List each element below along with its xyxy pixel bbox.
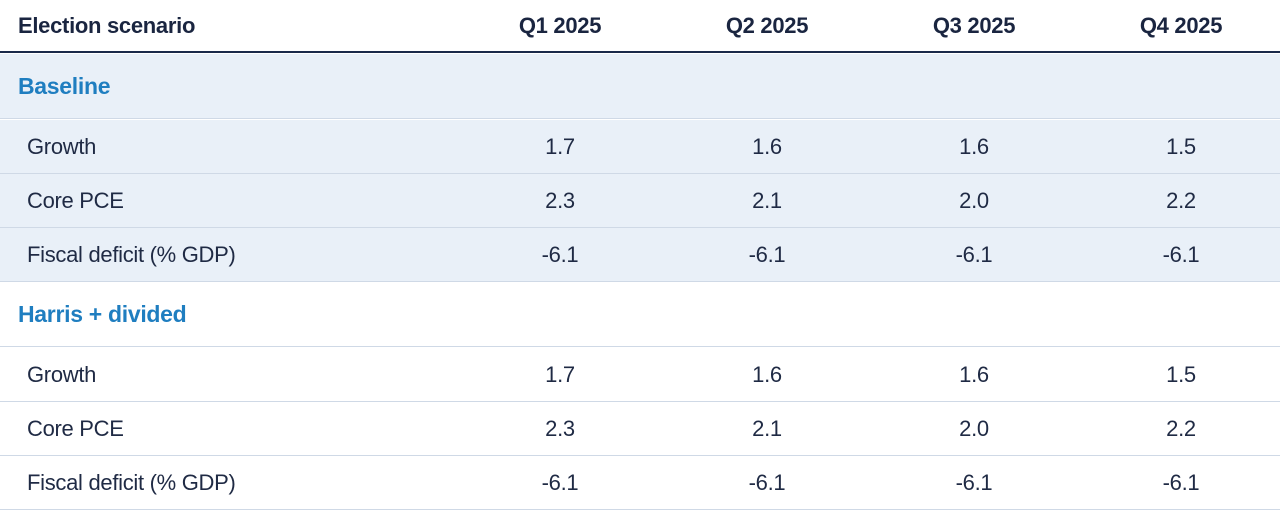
table-cell: 1.7 [545, 361, 575, 387]
table-row: Core PCE 2.3 2.1 2.0 2.2 [0, 174, 1280, 228]
table-row: Growth 1.7 1.6 1.6 1.5 [0, 348, 1280, 402]
table-cell: -6.1 [955, 469, 993, 495]
table-cell: -6.1 [748, 241, 786, 267]
table-cell: 1.5 [1166, 133, 1196, 159]
table-cell: 2.1 [752, 187, 782, 213]
header-q1-2025: Q1 2025 [518, 12, 602, 38]
table-row: Core PCE 2.3 2.1 2.0 2.2 [0, 402, 1280, 456]
table-cell: 2.2 [1166, 415, 1196, 441]
table-row: Growth 1.7 1.6 1.6 1.5 [0, 120, 1280, 174]
table-cell: 2.3 [545, 187, 575, 213]
section-title: Baseline [18, 72, 111, 99]
header-election-scenario: Election scenario [18, 12, 196, 38]
table-cell: 1.6 [959, 361, 989, 387]
table-cell: 2.1 [752, 415, 782, 441]
table-cell: -6.1 [1162, 469, 1200, 495]
table-cell: 1.5 [1166, 361, 1196, 387]
table-cell: 2.0 [959, 415, 989, 441]
table-cell: 1.6 [752, 133, 782, 159]
table-cell: 2.3 [545, 415, 575, 441]
table-header-row: Election scenario Q1 2025 Q2 2025 Q3 202… [0, 0, 1280, 53]
row-label: Core PCE [27, 415, 124, 441]
table-cell: 2.0 [959, 187, 989, 213]
table-cell: 1.6 [959, 133, 989, 159]
section-title: Harris + divided [18, 300, 187, 327]
table-cell: -6.1 [955, 241, 993, 267]
header-q3-2025: Q3 2025 [932, 12, 1016, 38]
table-cell: 2.2 [1166, 187, 1196, 213]
header-q2-2025: Q2 2025 [725, 12, 809, 38]
row-label: Growth [27, 361, 97, 387]
table-row: Fiscal deficit (% GDP) -6.1 -6.1 -6.1 -6… [0, 228, 1280, 282]
row-label: Core PCE [27, 187, 124, 213]
table-cell: 1.6 [752, 361, 782, 387]
table-cell: 1.7 [545, 133, 575, 159]
section-harris-divided: Harris + divided [0, 282, 1280, 347]
table-cell: -6.1 [541, 469, 579, 495]
row-label: Growth [27, 133, 97, 159]
table-cell: -6.1 [541, 241, 579, 267]
section-baseline: Baseline [0, 54, 1280, 119]
table-row: Fiscal deficit (% GDP) -6.1 -6.1 -6.1 -6… [0, 456, 1280, 510]
row-label: Fiscal deficit (% GDP) [27, 469, 236, 495]
table-cell: -6.1 [748, 469, 786, 495]
header-q4-2025: Q4 2025 [1139, 12, 1223, 38]
row-label: Fiscal deficit (% GDP) [27, 241, 236, 267]
table-cell: -6.1 [1162, 241, 1200, 267]
